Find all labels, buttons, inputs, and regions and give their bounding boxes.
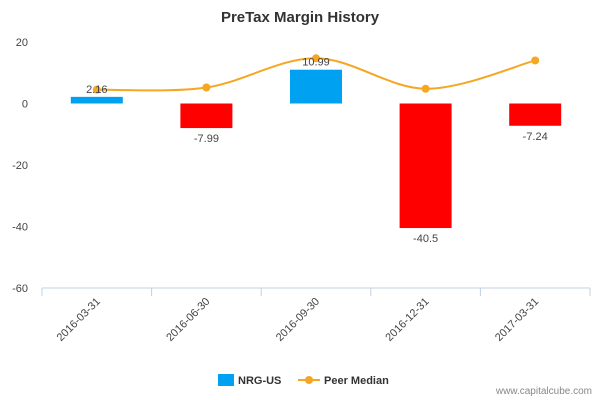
legend-marker-line	[305, 376, 313, 384]
peer-median-point[interactable]	[421, 84, 430, 93]
y-tick-label: -40	[12, 222, 28, 234]
peer-median-point[interactable]	[312, 54, 320, 63]
bar-data-label: -7.99	[194, 133, 219, 145]
peer-median-point[interactable]	[92, 85, 101, 94]
legend-swatch-bar	[218, 374, 234, 386]
chart-title: PreTax Margin History	[221, 9, 380, 26]
credit-text: www.capitalcube.com	[495, 386, 592, 397]
bar-data-label: -40.5	[413, 233, 438, 245]
bar[interactable]	[399, 103, 452, 229]
x-tick-label: 2016-09-30	[274, 296, 322, 344]
data-labels: 2.16 -7.99 10.99 -40.5 -7.24	[86, 57, 548, 245]
bar-data-label: 10.99	[302, 57, 330, 69]
bar-data-label: 2.16	[86, 84, 107, 96]
bar-data-label: -7.24	[523, 131, 548, 143]
legend[interactable]: NRG-US Peer Median	[218, 374, 389, 387]
x-tick-label: 2016-03-31	[55, 296, 103, 344]
x-tick-label: 2017-03-31	[493, 296, 541, 344]
y-tick-label: 20	[16, 37, 28, 49]
x-tick-label: 2016-12-31	[383, 296, 431, 344]
y-axis: 20 0 -20 -40 -60	[12, 37, 28, 295]
x-tick-label: 2016-06-30	[164, 296, 212, 344]
peer-median-series	[92, 54, 540, 94]
bar[interactable]	[70, 96, 123, 104]
peer-median-point[interactable]	[202, 83, 211, 92]
legend-label-line: Peer Median	[324, 375, 389, 387]
bar[interactable]	[180, 103, 233, 129]
bar[interactable]	[290, 69, 342, 104]
bar-series	[70, 69, 562, 229]
bar[interactable]	[509, 103, 562, 126]
peer-median-point[interactable]	[531, 56, 540, 65]
y-tick-label: -20	[12, 160, 28, 172]
y-tick-label: 0	[22, 99, 28, 111]
x-axis: 2016-03-31 2016-06-30 2016-09-30 2016-12-31…	[41, 287, 591, 344]
y-tick-label: -60	[12, 283, 28, 295]
legend-label-bar: NRG-US	[238, 375, 281, 387]
